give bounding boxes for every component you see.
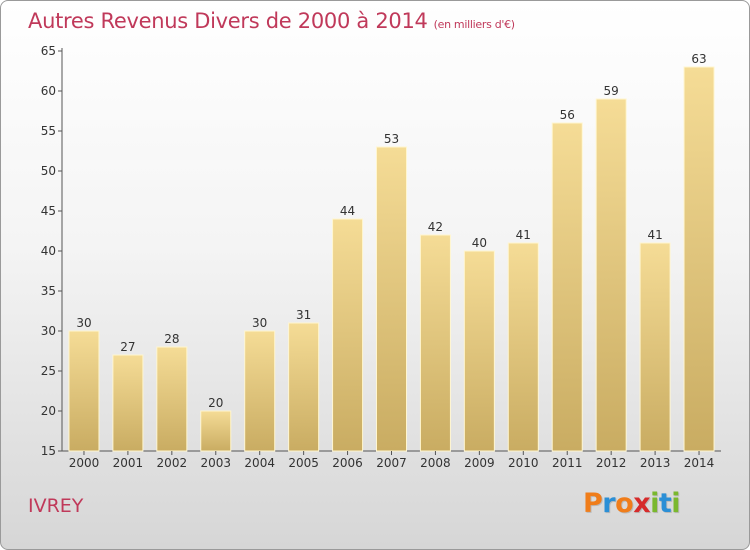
y-tick-label: 15 bbox=[41, 444, 56, 458]
bar-value-label: 42 bbox=[428, 220, 443, 234]
x-tick-label: 2011 bbox=[552, 456, 583, 470]
bar-value-label: 27 bbox=[120, 340, 135, 354]
x-tick-label: 2001 bbox=[113, 456, 144, 470]
chart-subtitle: (en milliers d'€) bbox=[433, 18, 515, 31]
y-tick-label: 35 bbox=[41, 284, 56, 298]
bar bbox=[551, 122, 583, 452]
bar-value-label: 56 bbox=[560, 108, 575, 122]
bar bbox=[376, 146, 407, 452]
logo-letter: r bbox=[602, 488, 616, 519]
chart-title: Autres Revenus Divers de 2000 à 2014 (en … bbox=[28, 9, 515, 33]
logo-letter: i bbox=[650, 488, 659, 519]
bar bbox=[156, 346, 188, 452]
bar-value-label: 41 bbox=[516, 228, 531, 242]
x-tick-label: 2013 bbox=[640, 456, 671, 470]
bar bbox=[683, 66, 715, 452]
bar bbox=[200, 410, 232, 452]
x-tick-label: 2000 bbox=[69, 456, 100, 470]
bar bbox=[288, 322, 320, 452]
bar-value-label: 63 bbox=[691, 52, 706, 66]
city-label: IVREY bbox=[28, 495, 84, 517]
y-tick-label: 25 bbox=[41, 364, 56, 378]
bar-value-label: 53 bbox=[384, 132, 399, 146]
bar bbox=[419, 234, 451, 452]
bar bbox=[112, 354, 144, 452]
x-tick-label: 2002 bbox=[157, 456, 188, 470]
x-tick-label: 2006 bbox=[332, 456, 363, 470]
bar-value-label: 44 bbox=[340, 204, 355, 218]
x-tick-label: 2007 bbox=[376, 456, 407, 470]
logo-letter: P bbox=[583, 488, 603, 519]
x-tick-label: 2014 bbox=[684, 456, 715, 470]
y-tick-label: 45 bbox=[41, 204, 56, 218]
x-tick-label: 2012 bbox=[596, 456, 627, 470]
x-tick-label: 2004 bbox=[244, 456, 275, 470]
y-tick-label: 65 bbox=[41, 44, 56, 58]
x-tick-label: 2009 bbox=[464, 456, 495, 470]
bar bbox=[68, 330, 100, 452]
y-tick-label: 55 bbox=[41, 124, 56, 138]
bar-value-label: 30 bbox=[76, 316, 91, 330]
bar-value-label: 31 bbox=[296, 308, 311, 322]
bar bbox=[595, 98, 627, 452]
x-tick-label: 2003 bbox=[200, 456, 231, 470]
y-tick-label: 60 bbox=[41, 84, 56, 98]
x-tick-label: 2008 bbox=[420, 456, 451, 470]
bar bbox=[463, 250, 495, 452]
bar bbox=[244, 330, 276, 452]
proxiti-logo[interactable]: Proxiti bbox=[583, 488, 681, 519]
bar bbox=[507, 242, 539, 452]
y-tick-label: 30 bbox=[41, 324, 56, 338]
logo-letter: i bbox=[671, 488, 681, 519]
bar-value-label: 28 bbox=[164, 332, 179, 346]
y-tick-label: 50 bbox=[41, 164, 56, 178]
bar bbox=[332, 218, 364, 452]
bar-value-label: 41 bbox=[647, 228, 662, 242]
logo-letter: t bbox=[658, 488, 672, 519]
x-tick-label: 2010 bbox=[508, 456, 539, 470]
chart-title-text: Autres Revenus Divers de 2000 à 2014 bbox=[28, 9, 428, 33]
logo-letter: o bbox=[615, 488, 634, 519]
bar-value-label: 40 bbox=[472, 236, 487, 250]
bar-value-label: 30 bbox=[252, 316, 267, 330]
bar-value-label: 20 bbox=[208, 396, 223, 410]
y-tick-label: 20 bbox=[41, 404, 56, 418]
bar bbox=[639, 242, 671, 452]
bar-value-label: 59 bbox=[604, 84, 619, 98]
logo-letter: x bbox=[633, 488, 651, 519]
y-tick-label: 40 bbox=[41, 244, 56, 258]
x-tick-label: 2005 bbox=[288, 456, 319, 470]
